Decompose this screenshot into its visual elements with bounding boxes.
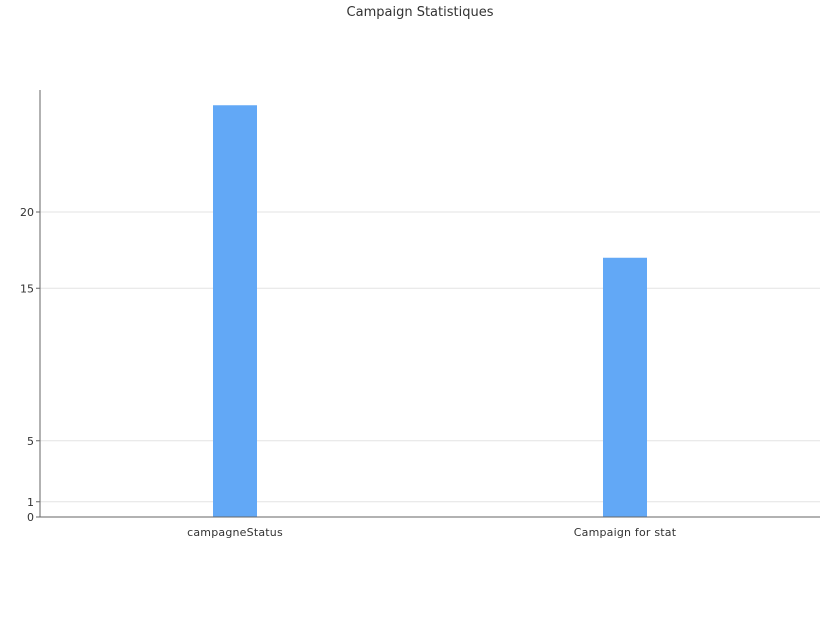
bar-1[interactable]	[603, 257, 647, 517]
x-category-label: Campaign for stat	[574, 526, 677, 539]
y-tick-label: 5	[27, 435, 34, 448]
x-axis-category-labels: campagneStatus Campaign for stat	[187, 526, 677, 539]
y-tick-label: 15	[20, 282, 34, 295]
bar-0[interactable]	[213, 105, 257, 517]
bars	[213, 105, 647, 517]
axes	[36, 90, 820, 518]
y-tick-label: 0	[27, 511, 34, 524]
x-category-label: campagneStatus	[187, 526, 283, 539]
y-tick-label: 1	[27, 496, 34, 509]
chart-title: Campaign Statistiques	[347, 5, 494, 20]
grid-lines	[40, 211, 820, 503]
y-tick-label: 20	[20, 206, 34, 219]
